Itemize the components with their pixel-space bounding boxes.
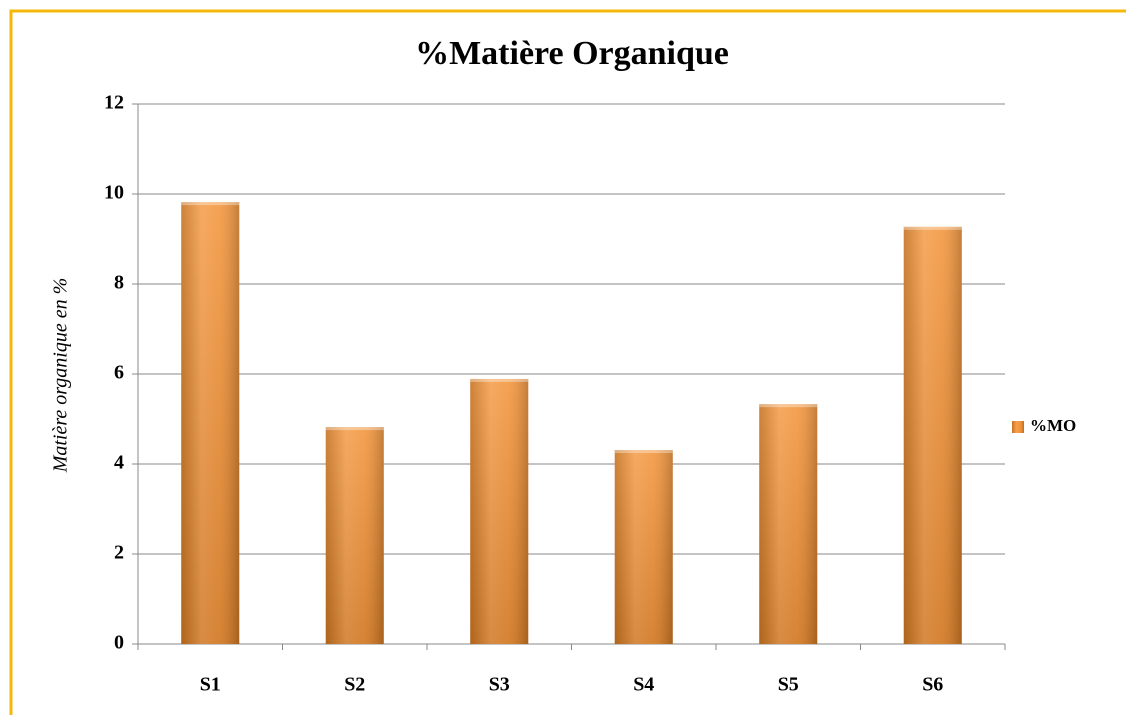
bar-cap [759,404,818,408]
frame [9,9,1126,715]
bar-shade [903,226,962,644]
chart-title: %Matière Organique [415,35,729,72]
bar-shade [759,404,818,644]
bar-cap [181,202,240,206]
bar-shade [470,378,529,644]
y-tick-label: 2 [114,542,124,564]
bar-shade [181,202,240,644]
y-tick-label: 12 [104,92,124,114]
x-tick-label: S1 [200,674,221,696]
x-tick-label: S5 [778,674,799,696]
y-tick-label: 8 [114,272,124,294]
y-tick-label: 10 [104,182,124,204]
legend-swatch-shine [1012,421,1024,433]
bar-cap [614,450,673,454]
bar-shade [325,427,384,644]
y-tick-label: 4 [114,452,124,474]
bar-cap [470,378,529,382]
legend-label: %MO [1030,416,1076,435]
y-tick-label: 0 [114,632,124,654]
x-tick-label: S2 [344,674,365,696]
bar-cap [325,427,384,431]
x-tick-label: S3 [489,674,510,696]
y-axis-label: Matière organique en % [50,278,72,474]
bar-cap [903,226,962,230]
y-tick-label: 6 [114,362,124,384]
x-tick-label: S6 [922,674,943,696]
bar-shade [614,450,673,644]
x-tick-label: S4 [633,674,654,696]
